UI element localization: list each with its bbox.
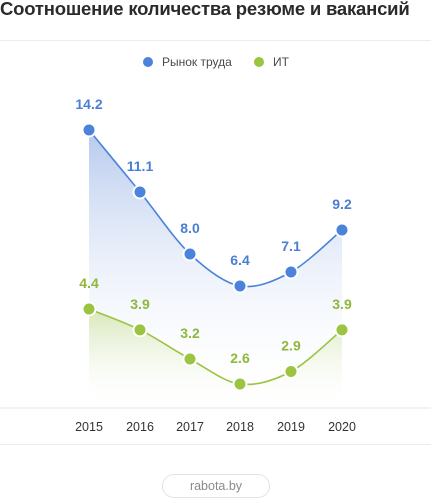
market-line (88, 129, 343, 288)
it-value-label-2019: 2.9 (281, 338, 301, 354)
legend-label-market: Рынок труда (162, 55, 232, 69)
series-it: 4.4 3.9 3.2 2.6 2.9 3.9 (79, 275, 352, 392)
market-value-label-2020: 9.2 (332, 196, 352, 212)
market-value-label-2019: 7.1 (281, 238, 301, 254)
it-point-2016 (132, 322, 148, 338)
x-tick-label-2015: 2015 (75, 420, 103, 434)
market-value-label-2016: 11.1 (127, 158, 154, 174)
x-axis: 2015 2016 2017 2018 2019 2020 (0, 407, 431, 434)
x-tick-label-2020: 2020 (328, 420, 356, 434)
chart-title: Соотношение количества резюме и вакансий (0, 0, 410, 19)
it-point-2020 (334, 322, 350, 338)
x-tick-label-2016: 2016 (126, 420, 154, 434)
chart-legend: Рынок труда ИТ (143, 55, 290, 69)
it-value-label-2020: 3.9 (332, 296, 352, 312)
market-point-2018 (232, 278, 248, 294)
market-value-label-2017: 8.0 (180, 220, 200, 236)
it-value-label-2016: 3.9 (130, 296, 150, 312)
it-value-label-2017: 3.2 (180, 325, 200, 341)
market-point-2016 (132, 184, 148, 200)
x-tick-label-2019: 2019 (277, 420, 305, 434)
area-it (89, 309, 342, 408)
x-tick-label-2018: 2018 (226, 420, 254, 434)
line-chart: Рынок труда ИТ 14.2 11.1 8.0 6.4 7.1 9.2 4.4 3… (0, 55, 431, 434)
it-point-2019 (283, 364, 299, 380)
it-point-2018 (232, 376, 248, 392)
it-point-2015 (81, 301, 97, 317)
market-point-2019 (283, 264, 299, 280)
top-divider (0, 40, 431, 41)
legend-label-it: ИТ (273, 55, 290, 69)
market-point-2017 (182, 246, 198, 262)
market-point-2015 (81, 122, 97, 138)
it-value-label-2018: 2.6 (230, 350, 250, 366)
market-value-label-2018: 6.4 (230, 252, 250, 268)
market-point-2020 (334, 222, 350, 238)
it-point-2017 (182, 351, 198, 367)
it-value-label-2015: 4.4 (79, 275, 99, 291)
x-tick-label-2017: 2017 (176, 420, 204, 434)
source-badge[interactable]: rabota.by (162, 474, 270, 498)
bottom-divider (0, 444, 431, 445)
legend-marker-it (254, 57, 264, 67)
legend-marker-market (143, 57, 153, 67)
series-market: 14.2 11.1 8.0 6.4 7.1 9.2 (75, 96, 352, 294)
market-value-label-2015: 14.2 (75, 96, 102, 112)
it-area-fill (89, 309, 342, 408)
